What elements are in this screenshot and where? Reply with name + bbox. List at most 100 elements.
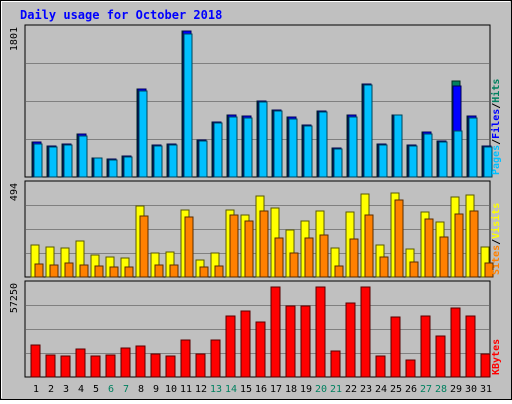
x-tick-day-9: 9 — [153, 384, 159, 395]
bar-pages-day-22 — [348, 116, 358, 178]
bar-sites-day-6 — [109, 266, 119, 278]
x-tick-day-21: 21 — [330, 384, 342, 395]
bar-kbytes-day-16 — [255, 321, 266, 378]
bar-sites-day-31 — [484, 262, 494, 278]
bar-sites-day-24 — [379, 256, 389, 278]
bar-sites-day-26 — [409, 261, 419, 278]
x-tick-day-8: 8 — [138, 384, 144, 395]
x-tick-day-14: 14 — [225, 384, 237, 395]
bar-sites-day-29 — [454, 213, 464, 278]
bar-pages-day-10 — [168, 144, 178, 178]
bar-kbytes-day-28 — [435, 335, 446, 378]
bar-sites-day-4 — [79, 264, 89, 278]
bar-sites-day-12 — [199, 266, 209, 278]
bar-pages-day-29 — [453, 130, 463, 178]
bar-kbytes-day-4 — [75, 348, 86, 378]
legend-item-separator: / — [491, 103, 502, 109]
bar-sites-day-21 — [334, 265, 344, 278]
bar-kbytes-day-24 — [375, 355, 386, 378]
bar-pages-day-5 — [93, 157, 103, 178]
x-tick-day-24: 24 — [375, 384, 387, 395]
bar-kbytes-day-13 — [210, 339, 221, 378]
bar-sites-day-10 — [169, 264, 179, 278]
bar-pages-day-27 — [423, 133, 433, 178]
bar-sites-day-13 — [214, 265, 224, 278]
bar-kbytes-day-12 — [195, 353, 206, 378]
bar-kbytes-day-15 — [240, 310, 251, 378]
bar-pages-day-30 — [468, 117, 478, 178]
chart-title: Daily usage for October 2018 — [20, 8, 222, 22]
bar-sites-day-14 — [229, 214, 239, 278]
x-tick-day-29: 29 — [450, 384, 462, 395]
y-max-label-kbytes: 57250 — [9, 283, 20, 313]
x-tick-day-23: 23 — [360, 384, 372, 395]
bar-kbytes-day-27 — [420, 315, 431, 378]
x-tick-day-25: 25 — [390, 384, 402, 395]
bar-pages-day-14 — [228, 116, 238, 178]
x-tick-day-16: 16 — [255, 384, 267, 395]
bar-sites-day-3 — [64, 262, 74, 278]
bar-sites-day-25 — [394, 199, 404, 278]
legend-item-separator: / — [491, 239, 502, 245]
bar-pages-day-3 — [63, 144, 73, 178]
bar-pages-day-25 — [393, 114, 403, 178]
bar-pages-day-31 — [483, 146, 493, 178]
bar-kbytes-day-5 — [90, 355, 101, 378]
bar-kbytes-day-26 — [405, 359, 416, 378]
legend-kbytes: KBytes — [491, 339, 502, 375]
x-tick-day-6: 6 — [108, 384, 114, 395]
x-tick-day-13: 13 — [210, 384, 222, 395]
bar-kbytes-day-6 — [105, 354, 116, 378]
y-axis-labels: 1801 494 57250 — [9, 27, 20, 313]
bar-kbytes-day-29 — [450, 307, 461, 378]
bar-kbytes-day-31 — [480, 353, 491, 378]
x-tick-day-2: 2 — [48, 384, 54, 395]
x-tick-day-10: 10 — [165, 384, 177, 395]
bar-sites-day-28 — [439, 236, 449, 278]
bar-kbytes-day-20 — [315, 286, 326, 378]
bar-pages-day-13 — [213, 122, 223, 178]
x-tick-day-7: 7 — [123, 384, 129, 395]
y-max-label-visits-sites: 494 — [9, 183, 20, 201]
bar-pages-day-6 — [108, 159, 118, 178]
bar-pages-day-11 — [183, 33, 193, 178]
x-tick-day-20: 20 — [315, 384, 327, 395]
bar-kbytes-day-17 — [270, 286, 281, 378]
legend-hits-files-pages: Pages/Files/Hits — [490, 79, 502, 175]
bar-kbytes-day-8 — [135, 345, 146, 378]
x-tick-day-3: 3 — [63, 384, 69, 395]
x-tick-day-19: 19 — [300, 384, 312, 395]
legend-item-kbytes: KBytes — [491, 339, 502, 375]
bar-pages-day-26 — [408, 145, 418, 178]
bar-kbytes-day-19 — [300, 305, 311, 378]
bar-kbytes-day-10 — [165, 355, 176, 378]
bar-kbytes-day-23 — [360, 286, 371, 378]
bar-kbytes-day-30 — [465, 315, 476, 378]
x-tick-day-17: 17 — [270, 384, 282, 395]
x-tick-day-1: 1 — [33, 384, 39, 395]
bar-kbytes-day-1 — [30, 344, 41, 378]
x-tick-day-12: 12 — [195, 384, 207, 395]
x-tick-day-28: 28 — [435, 384, 447, 395]
bar-kbytes-day-11 — [180, 339, 191, 378]
bar-pages-day-16 — [258, 101, 268, 178]
bar-sites-day-16 — [259, 210, 269, 278]
bar-sites-day-20 — [319, 234, 329, 278]
bar-kbytes-day-22 — [345, 302, 356, 378]
bar-sites-day-17 — [274, 237, 284, 278]
x-tick-day-11: 11 — [180, 384, 192, 395]
bar-sites-day-2 — [49, 264, 59, 278]
bar-pages-day-9 — [153, 145, 163, 178]
bar-kbytes-day-21 — [330, 350, 341, 378]
bar-pages-day-8 — [138, 90, 148, 178]
bar-pages-day-28 — [438, 141, 448, 178]
bar-kbytes-day-18 — [285, 305, 296, 378]
bar-sites-day-1 — [34, 263, 44, 278]
x-axis-labels: 1 2 3 4 5 6 7 8 9 10 11 12 13 14 15 16 17 18 19 20 21 22 23 24 2… — [33, 384, 492, 395]
bar-pages-day-15 — [243, 117, 253, 178]
x-tick-day-26: 26 — [405, 384, 417, 395]
bar-sites-day-9 — [154, 264, 164, 278]
legend-item-separator: / — [491, 139, 502, 145]
